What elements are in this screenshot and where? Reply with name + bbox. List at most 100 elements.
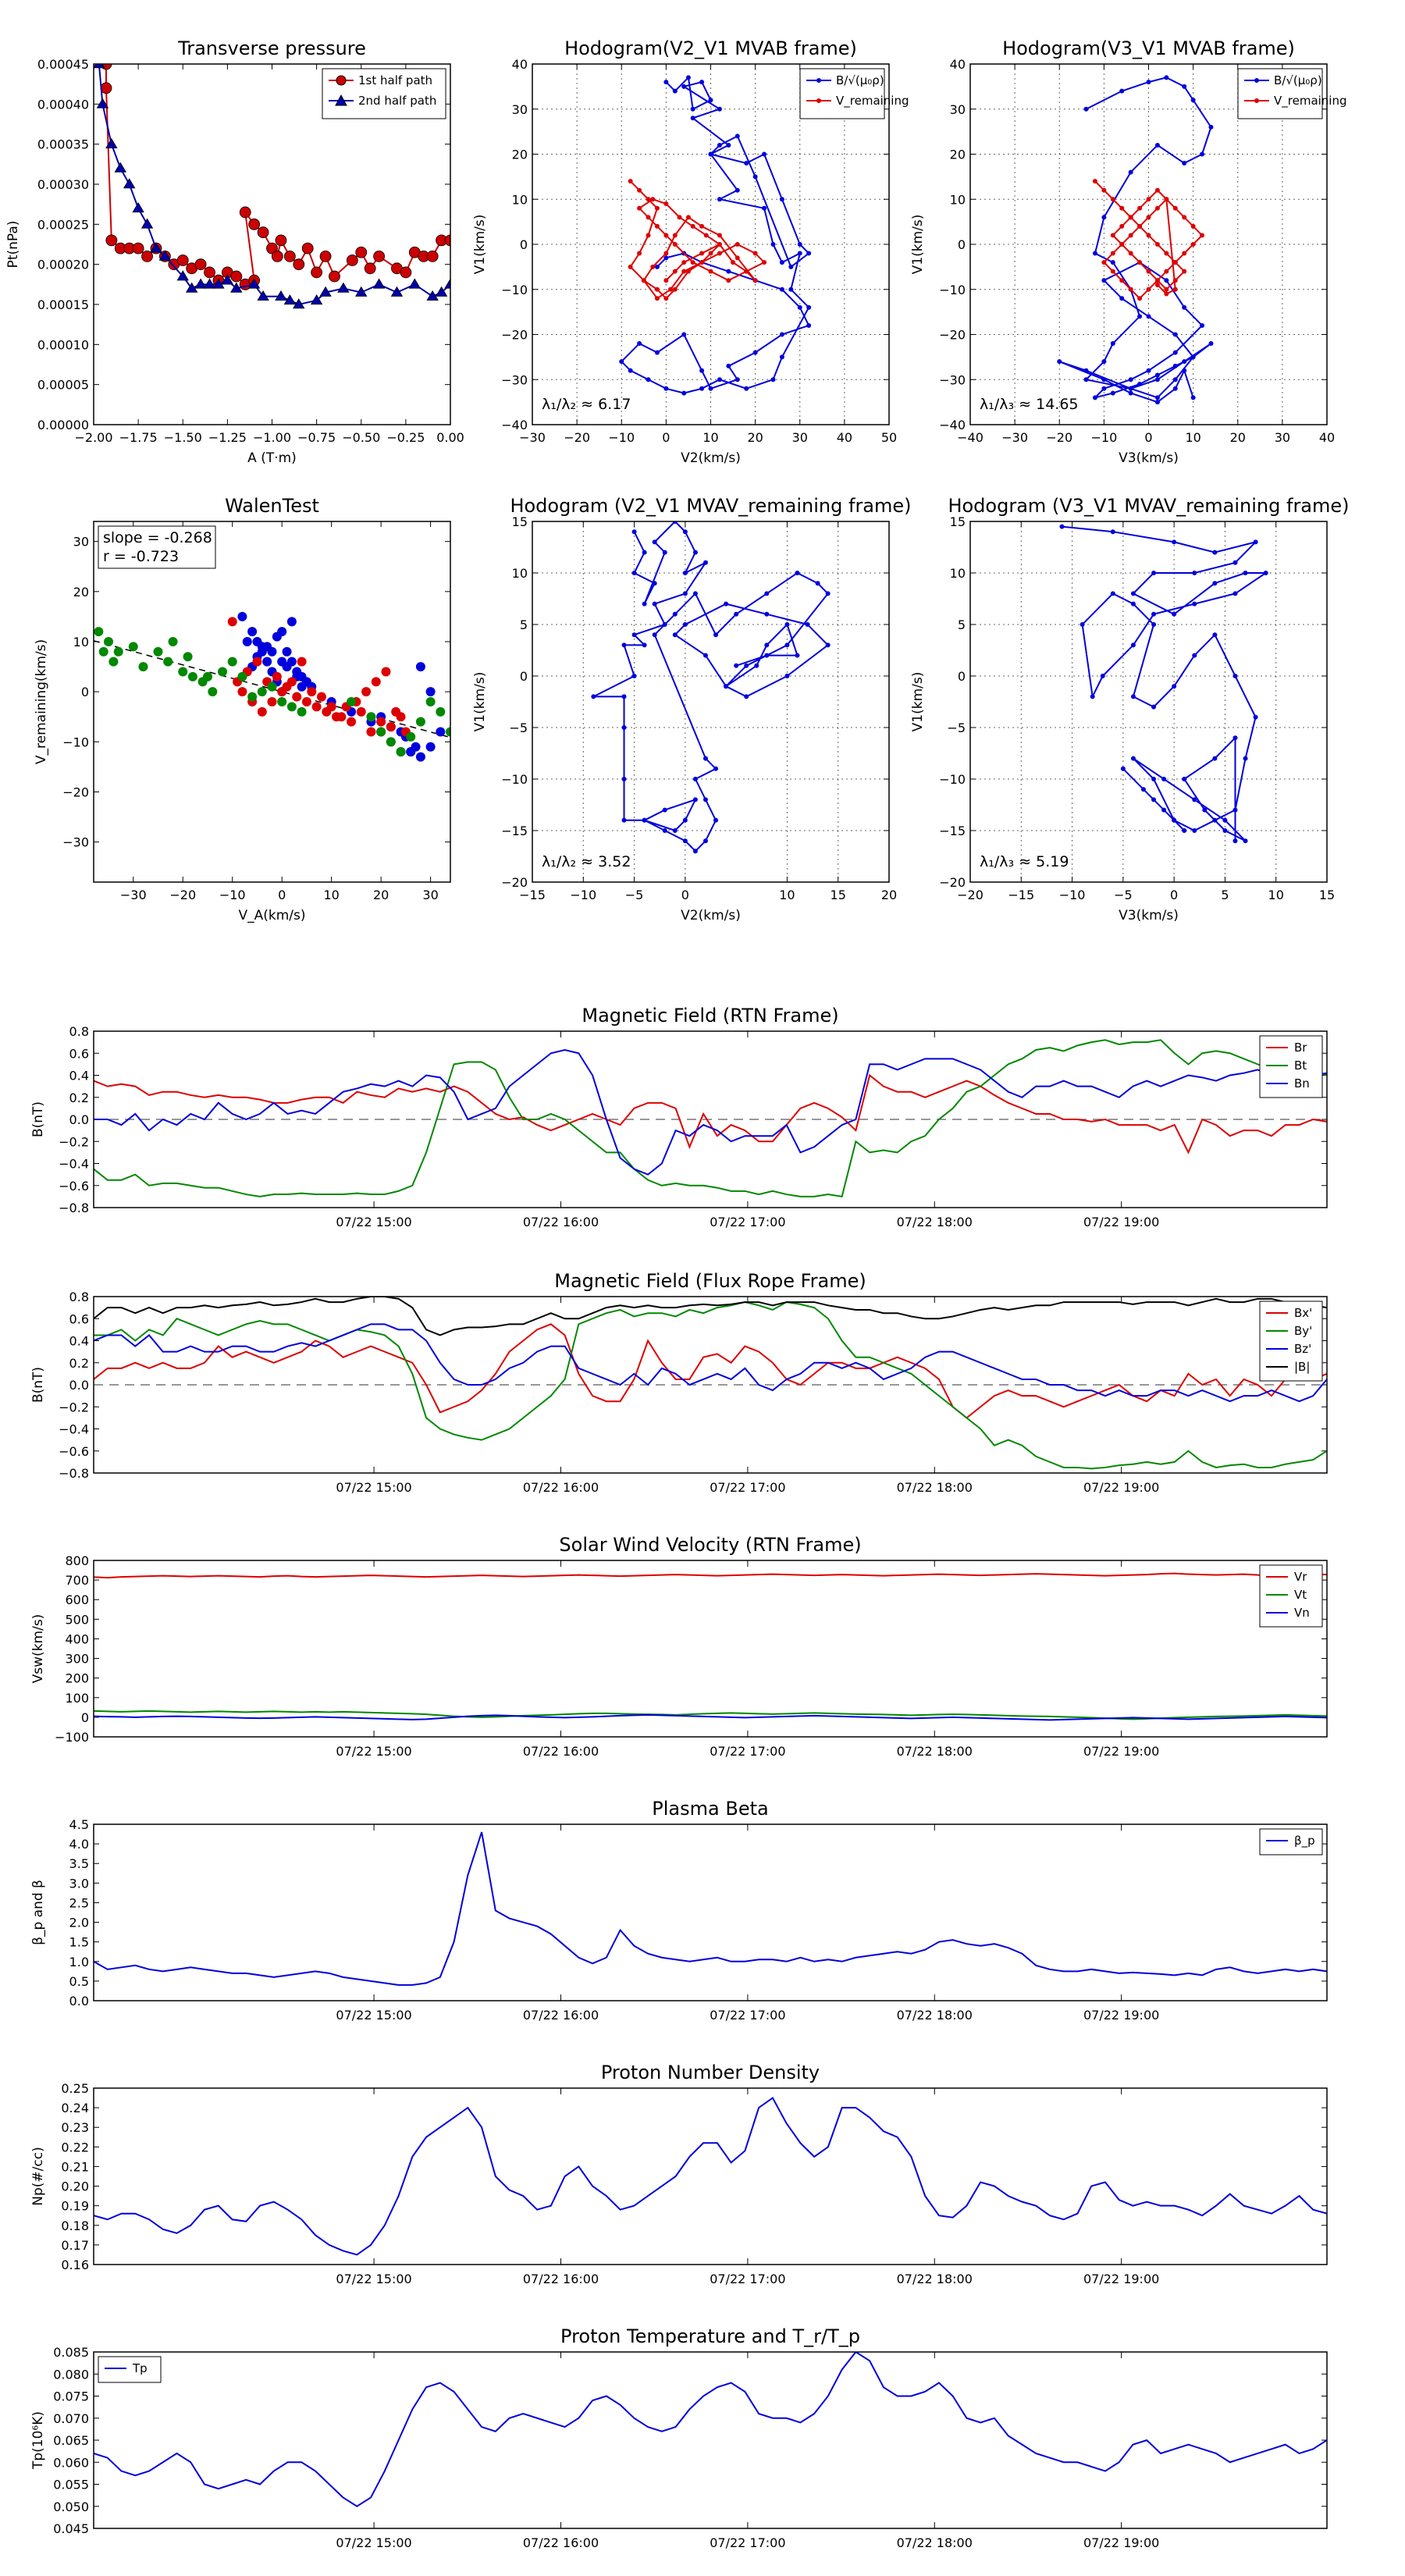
data-point [650, 197, 656, 202]
plot-frame [93, 1030, 1328, 1208]
data-point [1101, 187, 1107, 193]
data-point [221, 274, 234, 285]
data-point [724, 684, 729, 689]
data-point [717, 251, 722, 256]
data-point [1172, 539, 1177, 545]
data-point [1182, 84, 1187, 89]
data-point [654, 286, 660, 292]
data-point [1137, 296, 1143, 301]
data-point [1101, 359, 1107, 365]
data-point [646, 233, 651, 238]
data-point [708, 269, 713, 274]
y-tick-label: 3.5 [69, 1856, 89, 1871]
data-point [239, 206, 251, 219]
eigenvalue-ratio: λ₁/λ₂ ≈ 3.52 [542, 853, 631, 870]
data-point [1172, 278, 1178, 283]
data-point [1190, 242, 1196, 247]
data-point [1190, 98, 1196, 103]
y-tick-label: 800 [65, 1553, 89, 1568]
plot-frame [532, 521, 890, 883]
data-point [301, 697, 311, 706]
data-point [1172, 260, 1178, 265]
data-point [717, 197, 722, 202]
y-tick-label: 20 [512, 148, 528, 162]
x-tick-label: 07/22 15:00 [336, 1215, 411, 1229]
data-point [1151, 797, 1157, 802]
data-point [386, 722, 396, 732]
data-point [1164, 278, 1169, 283]
data-point [726, 363, 731, 368]
data-point [1232, 560, 1238, 565]
data-point [646, 215, 651, 220]
data-point [361, 687, 372, 697]
x-tick-label: 20 [747, 430, 763, 445]
data-point [591, 694, 596, 699]
legend-box [799, 68, 885, 119]
data-point [311, 702, 322, 712]
data-point [194, 258, 207, 271]
data-point [752, 174, 758, 180]
y-tick-label: −30 [939, 372, 966, 387]
data-point [713, 632, 719, 638]
legend-label: β_p [1294, 1834, 1315, 1848]
data-point [752, 278, 758, 283]
data-point [1253, 714, 1258, 720]
y-tick-label: 0.070 [53, 2411, 89, 2426]
data-point [1110, 390, 1115, 396]
fit-line [94, 640, 450, 738]
series-line-Bt [94, 1039, 1327, 1198]
x-tick-label: 07/22 16:00 [523, 1480, 599, 1495]
chart-title: Proton Number Density [601, 2062, 820, 2083]
data-point [366, 727, 376, 737]
data-point [672, 828, 678, 833]
data-point [1128, 251, 1133, 256]
data-point [1151, 622, 1157, 627]
data-point [230, 270, 243, 283]
y-tick-label: 200 [65, 1671, 89, 1686]
data-point [283, 294, 297, 305]
x-tick-label: 07/22 19:00 [1083, 2272, 1159, 2286]
data-point [230, 282, 243, 293]
data-point [690, 106, 695, 112]
data-point [713, 766, 719, 771]
data-point [1154, 205, 1160, 211]
x-axis-label: V_A(km/s) [238, 908, 305, 923]
data-point [621, 725, 627, 730]
data-point [1182, 251, 1187, 256]
series-line-|B| [94, 1297, 1327, 1336]
data-point [677, 215, 682, 220]
data-point [1059, 524, 1065, 529]
y-tick-label: 0.00035 [37, 137, 89, 152]
data-point [347, 697, 357, 706]
data-point [138, 662, 148, 672]
y-tick-label: −30 [501, 372, 528, 387]
data-point [795, 571, 800, 575]
x-tick-label: 10 [323, 888, 339, 902]
data-point [257, 687, 267, 697]
x-tick-label: −5 [1114, 888, 1133, 902]
x-tick-label: −1.50 [164, 430, 202, 445]
data-point [1182, 368, 1187, 373]
data-point [1222, 817, 1228, 823]
x-tick-label: 40 [837, 430, 852, 445]
fit-textbox: slope = -0.268 r = -0.723 [98, 525, 216, 569]
data-point [1128, 233, 1133, 238]
series-line-Tp [94, 2352, 1327, 2507]
data-point [654, 264, 660, 269]
data-point [1172, 684, 1177, 689]
data-point [797, 304, 802, 310]
data-point [1101, 386, 1107, 391]
legend-label: Bt [1294, 1059, 1307, 1073]
chart-ts5: 0.16 0.17 0.18 0.19 0.20 0.21 0.22 0.23 0.24 0.25… [30, 2062, 1328, 2286]
data-point [1212, 817, 1218, 823]
x-axis-label: V2(km/s) [681, 450, 741, 466]
y-tick-label: 20 [73, 585, 89, 600]
legend-label: Tp [132, 2361, 148, 2375]
x-tick-label: 07/22 17:00 [710, 2008, 785, 2023]
y-axis-label: Pt(nPa) [5, 221, 21, 269]
data-point [105, 234, 118, 247]
legend-label: Vr [1294, 1570, 1307, 1584]
y-tick-label: 1.5 [69, 1935, 89, 1950]
series-line-Vt [94, 1710, 1327, 1720]
